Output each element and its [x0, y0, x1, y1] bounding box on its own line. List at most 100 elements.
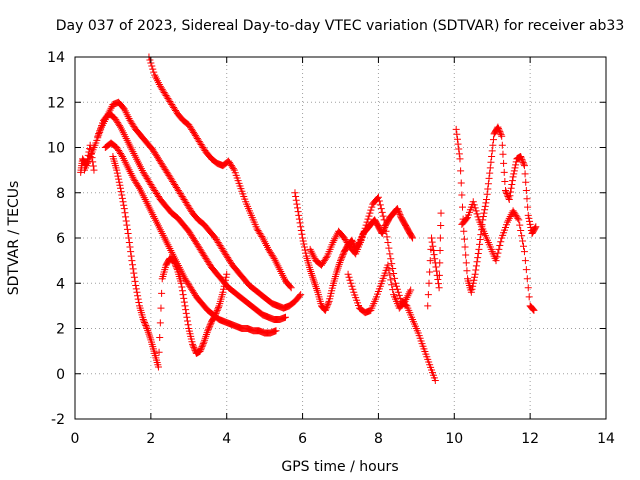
data-point — [146, 334, 154, 342]
data-point — [292, 193, 300, 201]
data-point — [392, 282, 400, 290]
data-point — [272, 327, 280, 335]
data-point — [386, 271, 394, 279]
data-point — [485, 174, 493, 182]
data-point — [385, 266, 393, 274]
data-point — [385, 244, 393, 252]
data-point — [460, 227, 468, 235]
data-point — [469, 282, 477, 290]
data-point — [117, 184, 125, 192]
data-point — [299, 237, 307, 245]
data-point — [394, 288, 402, 296]
x-tick-label: 2 — [146, 431, 155, 447]
data-point — [181, 302, 189, 310]
data-point — [529, 306, 537, 314]
data-point — [334, 264, 342, 272]
data-point — [472, 266, 480, 274]
series-track-3 — [101, 139, 280, 337]
data-point — [213, 308, 221, 316]
data-point — [391, 274, 399, 282]
data-point — [484, 185, 492, 193]
data-point — [323, 302, 331, 310]
y-tick-label: 0 — [56, 367, 65, 383]
data-point — [426, 268, 434, 276]
data-point — [335, 260, 343, 268]
data-point — [461, 243, 469, 251]
data-point — [172, 261, 180, 269]
data-point — [348, 282, 356, 290]
data-point — [430, 251, 438, 259]
y-tick-label: 12 — [47, 95, 65, 111]
series-track-10 — [424, 209, 445, 310]
data-point — [300, 240, 308, 248]
data-point — [428, 238, 436, 246]
data-point — [367, 206, 375, 214]
x-axis-label: GPS time / hours — [281, 459, 398, 475]
data-point — [455, 145, 463, 153]
data-point — [84, 155, 92, 163]
data-point — [220, 282, 228, 290]
x-tick-label: 4 — [222, 431, 231, 447]
data-point — [220, 285, 228, 293]
data-point — [489, 141, 497, 149]
data-point — [177, 279, 185, 287]
data-point — [184, 317, 192, 325]
data-point — [488, 153, 496, 161]
data-point — [526, 217, 534, 225]
data-point — [424, 302, 432, 310]
data-point — [307, 268, 315, 276]
series-track-8 — [306, 193, 439, 385]
data-point — [473, 258, 481, 266]
data-point — [131, 277, 139, 285]
data-point — [170, 257, 178, 265]
data-point — [496, 242, 504, 250]
data-point — [178, 287, 186, 295]
data-point — [407, 286, 415, 294]
data-point — [293, 200, 301, 208]
data-point — [526, 220, 534, 228]
data-point — [308, 271, 316, 279]
data-point — [120, 205, 128, 213]
series-track-4 — [109, 153, 231, 371]
data-point — [460, 235, 468, 243]
data-point — [123, 225, 131, 233]
data-point — [519, 157, 527, 165]
data-point — [530, 306, 538, 314]
data-point — [506, 192, 514, 200]
data-point — [312, 283, 320, 291]
data-point — [520, 248, 528, 256]
data-point — [309, 273, 317, 281]
data-point — [463, 215, 471, 223]
data-point — [292, 196, 300, 204]
data-point — [388, 281, 396, 289]
data-point — [87, 145, 95, 153]
data-point — [158, 289, 166, 297]
series-track-5 — [145, 53, 295, 292]
data-point — [142, 321, 150, 329]
data-point — [510, 167, 518, 175]
data-point — [302, 249, 310, 257]
data-point — [467, 288, 475, 296]
data-point — [390, 269, 398, 277]
data-point — [505, 196, 513, 204]
data-point — [86, 141, 94, 149]
y-tick-label: 14 — [47, 50, 65, 66]
data-point — [519, 237, 527, 245]
data-point — [338, 254, 346, 262]
data-point — [434, 280, 442, 288]
x-tick-label: 14 — [597, 431, 615, 447]
data-point — [141, 320, 149, 328]
data-point — [297, 226, 305, 234]
data-point — [142, 323, 150, 331]
data-point — [139, 315, 147, 323]
data-point — [517, 154, 525, 162]
data-point — [311, 279, 319, 287]
data-point — [150, 68, 158, 76]
data-point — [487, 158, 495, 166]
data-point — [437, 209, 445, 217]
data-point — [146, 332, 154, 340]
data-point — [525, 293, 533, 301]
data-point — [90, 166, 98, 174]
series-track-6 — [77, 141, 98, 176]
data-point — [472, 262, 480, 270]
